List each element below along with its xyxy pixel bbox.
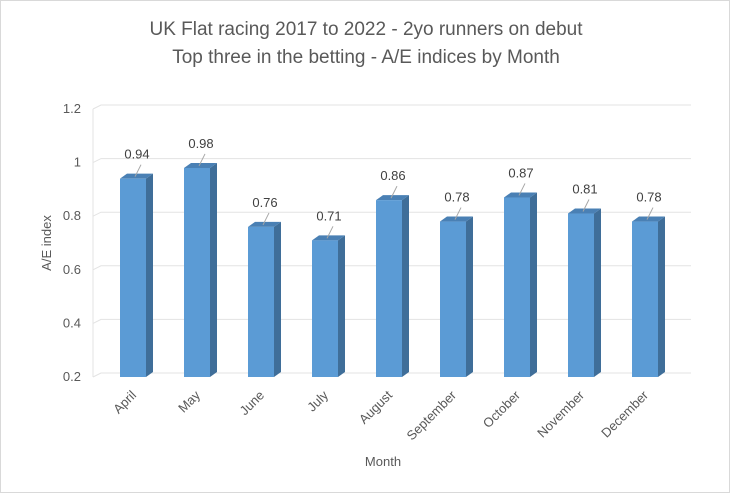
bar-top	[568, 208, 601, 214]
x-tick-label: August	[356, 387, 395, 426]
gridline	[92, 265, 691, 271]
bar-side	[658, 216, 665, 377]
bar	[504, 197, 530, 377]
data-label-leader	[262, 212, 270, 226]
bar-top	[440, 216, 473, 222]
x-tick-label: April	[110, 387, 139, 416]
y-tick-label: 1.2	[63, 101, 81, 116]
data-label-leader	[198, 153, 206, 167]
data-label: 0.76	[252, 195, 277, 210]
bar	[184, 167, 210, 377]
x-axis-title: Month	[365, 454, 401, 469]
data-label: 0.98	[188, 136, 213, 151]
x-tick-label: September	[404, 387, 460, 443]
bar	[440, 221, 466, 377]
data-label-leader	[390, 185, 398, 199]
bar	[248, 226, 274, 377]
y-tick-label: 0.4	[63, 315, 81, 330]
data-label: 0.78	[444, 190, 469, 205]
bar-side	[210, 162, 217, 377]
data-label: 0.81	[572, 182, 597, 197]
data-label-leader	[518, 183, 526, 196]
gridline	[92, 104, 691, 110]
bar-top	[248, 221, 281, 227]
data-label: 0.71	[316, 208, 341, 223]
data-label: 0.94	[124, 147, 149, 162]
x-tick-label: July	[304, 387, 331, 414]
bar	[312, 240, 338, 377]
y-tick-label: 1	[74, 155, 81, 170]
data-label-leader	[454, 207, 462, 220]
x-tick-label: November	[534, 387, 587, 440]
bar	[120, 178, 146, 377]
bar	[376, 200, 402, 377]
chart-title: UK Flat racing 2017 to 2022 - 2yo runner…	[149, 19, 583, 40]
gridline	[92, 158, 691, 164]
data-label-leader	[646, 207, 654, 220]
gridline	[92, 211, 691, 217]
data-label-leader	[582, 199, 590, 212]
bar-side	[530, 192, 537, 377]
data-label-leader	[134, 164, 142, 177]
bar	[568, 213, 594, 377]
data-label-leader	[326, 226, 334, 239]
bar-side	[594, 208, 601, 377]
bar-top	[376, 195, 409, 201]
bar-top	[312, 235, 345, 241]
bar-side	[338, 235, 345, 377]
bar-side	[402, 195, 409, 377]
bar-top	[504, 192, 537, 198]
x-tick-label: May	[175, 387, 203, 415]
bar-top	[184, 162, 217, 168]
chart-subtitle: Top three in the betting - A/E indices b…	[172, 47, 560, 68]
bar-side	[466, 216, 473, 377]
y-axis-title: A/E index	[39, 215, 54, 271]
x-tick-label: June	[237, 388, 268, 419]
y-tick-label: 0.6	[63, 262, 81, 277]
bar-top	[632, 216, 665, 222]
x-tick-label: December	[598, 387, 651, 440]
gridline	[92, 318, 691, 324]
gridline	[92, 372, 691, 378]
data-label: 0.78	[636, 190, 661, 205]
bar-side	[146, 173, 153, 377]
x-tick-label: October	[480, 387, 524, 431]
bar-side	[274, 221, 281, 377]
y-tick-label: 0.8	[63, 208, 81, 223]
bar	[632, 221, 658, 377]
bar-top	[120, 173, 153, 179]
data-label: 0.86	[380, 168, 405, 183]
y-tick-label: 0.2	[63, 369, 81, 384]
data-label: 0.87	[508, 165, 533, 180]
